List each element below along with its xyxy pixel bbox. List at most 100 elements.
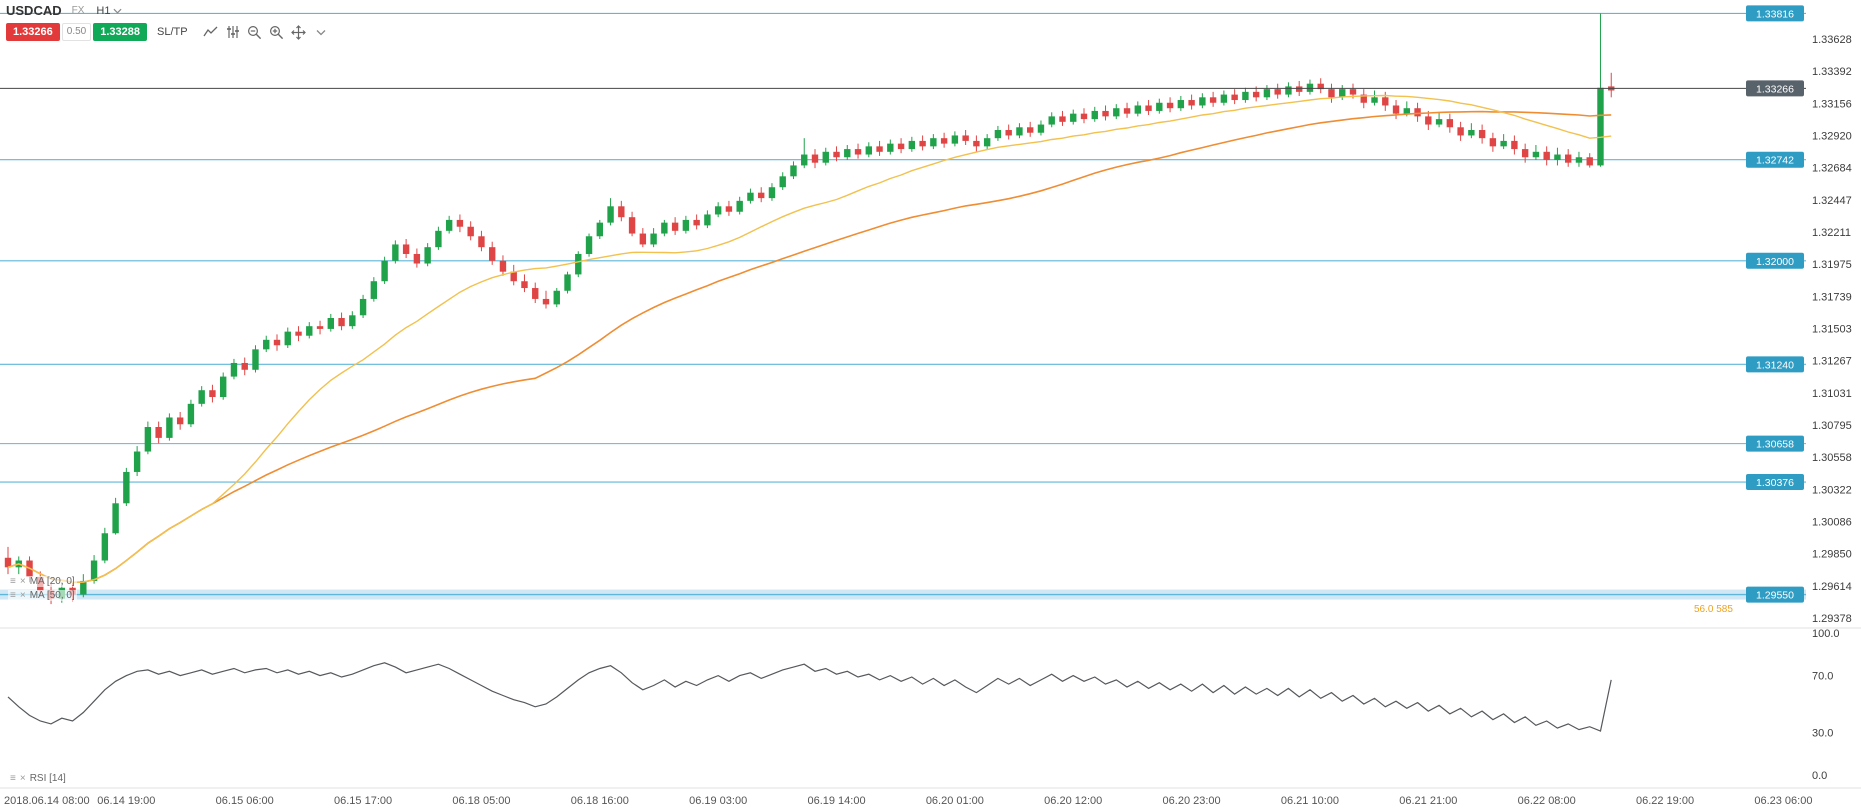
- candle: [1360, 94, 1367, 103]
- candle: [370, 281, 378, 299]
- candle: [1532, 151, 1540, 158]
- price-axis-tick: 1.32447: [1812, 195, 1852, 207]
- candle: [1575, 157, 1583, 163]
- price-line-badges[interactable]: 1.33816 1.32742 1.32000 1.31240 1.30658 1.303…: [1746, 5, 1804, 603]
- price-line-badge[interactable]: [1746, 435, 1804, 452]
- candle: [532, 288, 539, 299]
- candle: [349, 315, 356, 327]
- rsi-axis-tick: 70.0: [1812, 671, 1833, 683]
- time-axis-tick: 06.18 16:00: [571, 795, 629, 807]
- time-axis-tick: 06.19 03:00: [689, 795, 747, 807]
- candle: [241, 362, 248, 370]
- pan-button[interactable]: [288, 23, 310, 41]
- candle: [1059, 116, 1066, 122]
- candle: [1296, 86, 1303, 92]
- trendline-icon: [203, 26, 218, 37]
- candle: [144, 426, 152, 452]
- symbol-label[interactable]: USDCAD: [6, 3, 62, 18]
- time-axis-tick: 06.21 10:00: [1281, 795, 1339, 807]
- candle: [768, 187, 776, 199]
- price-line-badge[interactable]: [1746, 586, 1804, 603]
- candle: [338, 318, 345, 327]
- menu-icon[interactable]: ≡: [10, 772, 16, 784]
- time-axis-tick: 06.14 19:00: [97, 795, 155, 807]
- candle: [4, 557, 12, 568]
- candle: [714, 206, 722, 215]
- time-axis[interactable]: 2018.06.14 08:00 06.14 19:00 06.15 06:00 06…: [4, 795, 1812, 807]
- candle: [1435, 119, 1443, 125]
- spread-value: 0.50: [61, 23, 92, 41]
- price-line-badge-text: 1.30376: [1756, 477, 1794, 489]
- zoom-in-button[interactable]: [266, 23, 288, 41]
- candle: [1102, 110, 1109, 117]
- candle: [542, 298, 550, 305]
- price-line-badge[interactable]: [1746, 151, 1804, 168]
- candle: [854, 149, 862, 155]
- price-line-badge-text: 1.33266: [1756, 83, 1794, 95]
- candle: [1220, 94, 1228, 103]
- candle: [252, 349, 259, 370]
- price-axis-tick: 1.32920: [1812, 130, 1852, 142]
- candle: [424, 247, 431, 264]
- price-line-badge-text: 1.31240: [1756, 359, 1794, 371]
- indicators-button[interactable]: [222, 23, 244, 41]
- price-line-badge[interactable]: [1746, 5, 1804, 22]
- candle: [478, 236, 485, 248]
- sltp-button[interactable]: SL/TP: [157, 26, 188, 38]
- candle: [80, 580, 87, 595]
- time-axis-tick: 06.15 06:00: [216, 795, 274, 807]
- price-line-badge[interactable]: [1746, 252, 1804, 269]
- candle: [1005, 130, 1012, 136]
- price-axis[interactable]: 1.33628 1.33392 1.33156 1.32920 1.32684 1.324…: [1812, 34, 1852, 782]
- candle: [1586, 157, 1593, 166]
- price-axis-tick: 1.31267: [1812, 356, 1852, 368]
- ma-fast-indicator-label: ≡ × MA [20, 0]: [8, 576, 77, 587]
- price-line-badge-text: 1.32000: [1756, 256, 1794, 268]
- candle: [1554, 154, 1561, 160]
- menu-icon[interactable]: ≡: [10, 575, 16, 587]
- close-icon[interactable]: ×: [19, 589, 26, 601]
- candle: [607, 206, 614, 223]
- close-icon[interactable]: ×: [19, 772, 26, 784]
- moving-averages-layer: [7, 94, 1612, 584]
- candle: [273, 339, 281, 346]
- candle: [693, 219, 700, 226]
- price-line-badge-text: 1.32742: [1756, 155, 1794, 167]
- candle: [553, 290, 560, 305]
- trendline-tool-button[interactable]: [200, 23, 222, 41]
- candle: [359, 298, 367, 316]
- candle: [1166, 102, 1174, 109]
- candle: [456, 219, 464, 227]
- price-line-badge[interactable]: [1746, 356, 1804, 373]
- close-icon[interactable]: ×: [19, 575, 26, 587]
- candle: [704, 214, 711, 226]
- sell-button[interactable]: 1.33266: [6, 23, 60, 41]
- rsi-line: [7, 662, 1612, 732]
- candles-layer: [4, 13, 1615, 605]
- candle: [887, 143, 894, 152]
- ma-fast-label-text: MA [20, 0]: [29, 576, 75, 587]
- time-axis-tick: 06.15 17:00: [334, 795, 392, 807]
- price-line-badge[interactable]: [1746, 80, 1804, 97]
- price-line-badge[interactable]: [1746, 474, 1804, 491]
- candle: [1274, 89, 1281, 95]
- price-line-badge-text: 1.33816: [1756, 8, 1794, 20]
- zoom-out-button[interactable]: [244, 23, 266, 41]
- price-lines-layer[interactable]: [0, 12, 1806, 596]
- rsi-pane: [0, 627, 1861, 789]
- candle: [123, 471, 130, 504]
- candle: [575, 253, 582, 275]
- candle: [1037, 124, 1045, 133]
- price-axis-tick: 1.30558: [1812, 452, 1852, 464]
- chart-options-button[interactable]: [310, 23, 332, 41]
- menu-icon[interactable]: ≡: [10, 589, 16, 601]
- price-axis-tick: 1.33628: [1812, 34, 1852, 46]
- timeframe-selector[interactable]: H1: [96, 5, 122, 17]
- buy-button[interactable]: 1.33288: [93, 23, 147, 41]
- crosshair-move-icon: [291, 24, 306, 40]
- price-axis-tick: 1.33156: [1812, 98, 1852, 110]
- rsi-axis-tick: 0.0: [1812, 770, 1827, 782]
- candle: [994, 130, 1002, 139]
- rsi-label-text: RSI [14]: [29, 773, 66, 784]
